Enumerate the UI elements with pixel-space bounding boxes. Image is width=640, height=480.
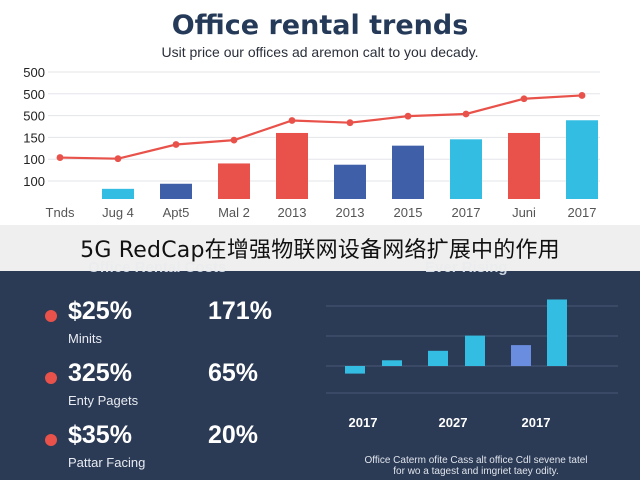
line-point [288,117,296,124]
x-tick-label: 2017 [452,205,481,220]
stat-row: $35% Pattar Facing 20% [0,415,300,475]
line-point [346,119,354,127]
footnote-line: Office Caterm ofite Cass alt office Cdl … [364,455,588,466]
stat-value: $35% [68,421,132,449]
bar [547,299,567,366]
line-point [230,136,238,144]
y-tick-label: 100 [23,152,45,167]
line-point [56,154,64,161]
bar [218,163,250,199]
line-point [520,95,528,103]
stat-row: $25% Minits 171% [0,291,300,351]
bar [382,360,402,366]
stat-label: Minits [68,331,102,346]
caption-text: 5G RedCap在增强物联网设备网络扩展中的作用 [80,238,560,263]
bottom-panel: Office Rental Costs Ever Rising $25% Min… [0,259,640,480]
x-tick-label: 2013 [336,205,365,220]
bar [566,120,598,199]
chart-title: Office rental trends [171,10,469,41]
y-tick-label: 100 [23,174,45,189]
y-tick-label: 150 [23,130,45,145]
y-tick-label: 500 [23,87,45,102]
x-tick-label: 2015 [394,205,423,220]
y-tick-label: 500 [23,109,45,124]
x-tick-label: 2013 [278,205,307,220]
caption-banner: 5G RedCap在增强物联网设备网络扩展中的作用 [0,225,640,271]
bullet-dot [45,310,57,322]
stat-value: $25% [68,297,132,325]
y-tick-label: 500 [23,65,45,80]
x-tick-label: Tnds [46,205,75,220]
stat-value: 325% [68,359,132,387]
x-tick-label: 2017 [522,415,551,430]
bar [428,350,448,366]
stat-label: Pattar Facing [68,455,146,470]
line-point [578,92,586,99]
stat-row: 325% Enty Pagets 65% [0,353,300,413]
bar [334,164,366,199]
chart-subtitle: Usit price our offices ad aremon calt to… [161,44,479,60]
stat-label: Enty Pagets [68,393,139,408]
x-tick-label: Juni [512,205,536,220]
x-tick-label: Mal 2 [218,205,250,220]
line-point [172,141,180,148]
series-line [59,94,583,160]
rising-chart: 2017 2027 2017 [326,299,618,430]
x-tick-label: 2017 [349,415,378,430]
bar [450,139,482,199]
x-tick-label: Jug 4 [102,205,134,220]
x-tick-label: Apt5 [163,205,190,220]
line-point [462,110,470,118]
bullet-dot [45,434,57,446]
x-tick-label: 2017 [568,205,597,220]
stat-percent: 20% [208,421,259,449]
bar [160,183,192,199]
line-point [114,155,122,163]
bar [345,366,365,374]
bar [102,188,134,199]
line-point [404,112,412,120]
bar [511,345,531,366]
stat-percent: 65% [208,359,259,387]
footnote-line: for wo a tagest and imgriet taey odity. [393,466,559,477]
trend-chart: 500 500 500 150 100 100 Tnds Jug 4 Apt5 Mal 2 2013… [23,65,600,220]
bar [392,145,424,199]
stat-percent: 171% [208,297,272,325]
bar [276,132,308,199]
bar [465,335,485,366]
bar [508,132,540,199]
x-tick-label: 2027 [439,415,468,430]
bullet-dot [45,372,57,384]
